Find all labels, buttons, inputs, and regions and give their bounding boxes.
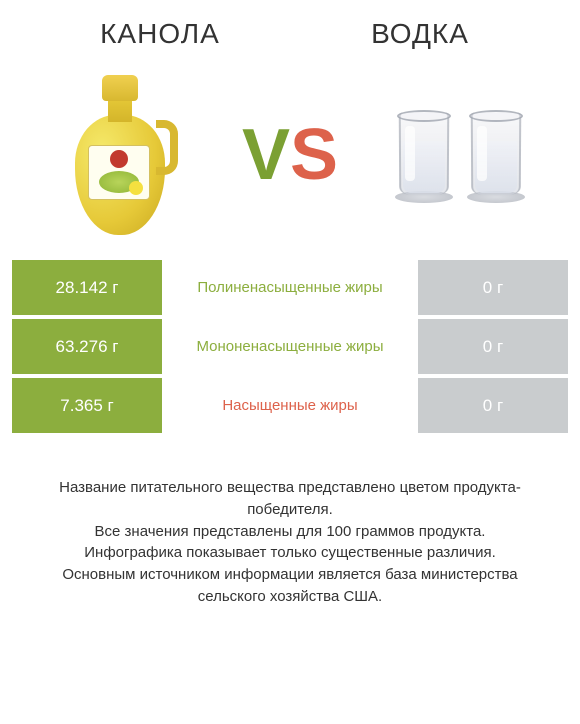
title-right: ВОДКА — [290, 18, 550, 50]
cell-left-value: 28.142 г — [12, 260, 162, 315]
footer-line: Основным источником информации является … — [28, 564, 552, 608]
table-row: 63.276 г Мононенасыщенные жиры 0 г — [12, 319, 568, 374]
cell-left-value: 7.365 г — [12, 378, 162, 433]
images-row: VS — [0, 60, 580, 260]
footer-line: Название питательного вещества представл… — [28, 477, 552, 521]
footer-line: Все значения представлены для 100 граммо… — [28, 521, 552, 543]
canola-bottle-icon — [70, 75, 170, 235]
vs-v: V — [242, 114, 290, 196]
cell-right-value: 0 г — [418, 319, 568, 374]
comparison-table: 28.142 г Полиненасыщенные жиры 0 г 63.27… — [0, 260, 580, 433]
vs-s: S — [290, 114, 338, 196]
product-image-right — [380, 70, 540, 240]
header: КАНОЛА ВОДКА — [0, 0, 580, 60]
cell-label: Полиненасыщенные жиры — [162, 260, 418, 315]
cell-label: Мононенасыщенные жиры — [162, 319, 418, 374]
table-row: 7.365 г Насыщенные жиры 0 г — [12, 378, 568, 433]
table-row: 28.142 г Полиненасыщенные жиры 0 г — [12, 260, 568, 315]
vodka-glasses-icon — [395, 108, 525, 203]
cell-right-value: 0 г — [418, 378, 568, 433]
footer-text: Название питательного вещества представл… — [0, 437, 580, 608]
footer-line: Инфографика показывает только существенн… — [28, 542, 552, 564]
product-image-left — [40, 70, 200, 240]
cell-right-value: 0 г — [418, 260, 568, 315]
cell-label: Насыщенные жиры — [162, 378, 418, 433]
title-left: КАНОЛА — [30, 18, 290, 50]
vs-label: VS — [242, 114, 338, 196]
cell-left-value: 63.276 г — [12, 319, 162, 374]
